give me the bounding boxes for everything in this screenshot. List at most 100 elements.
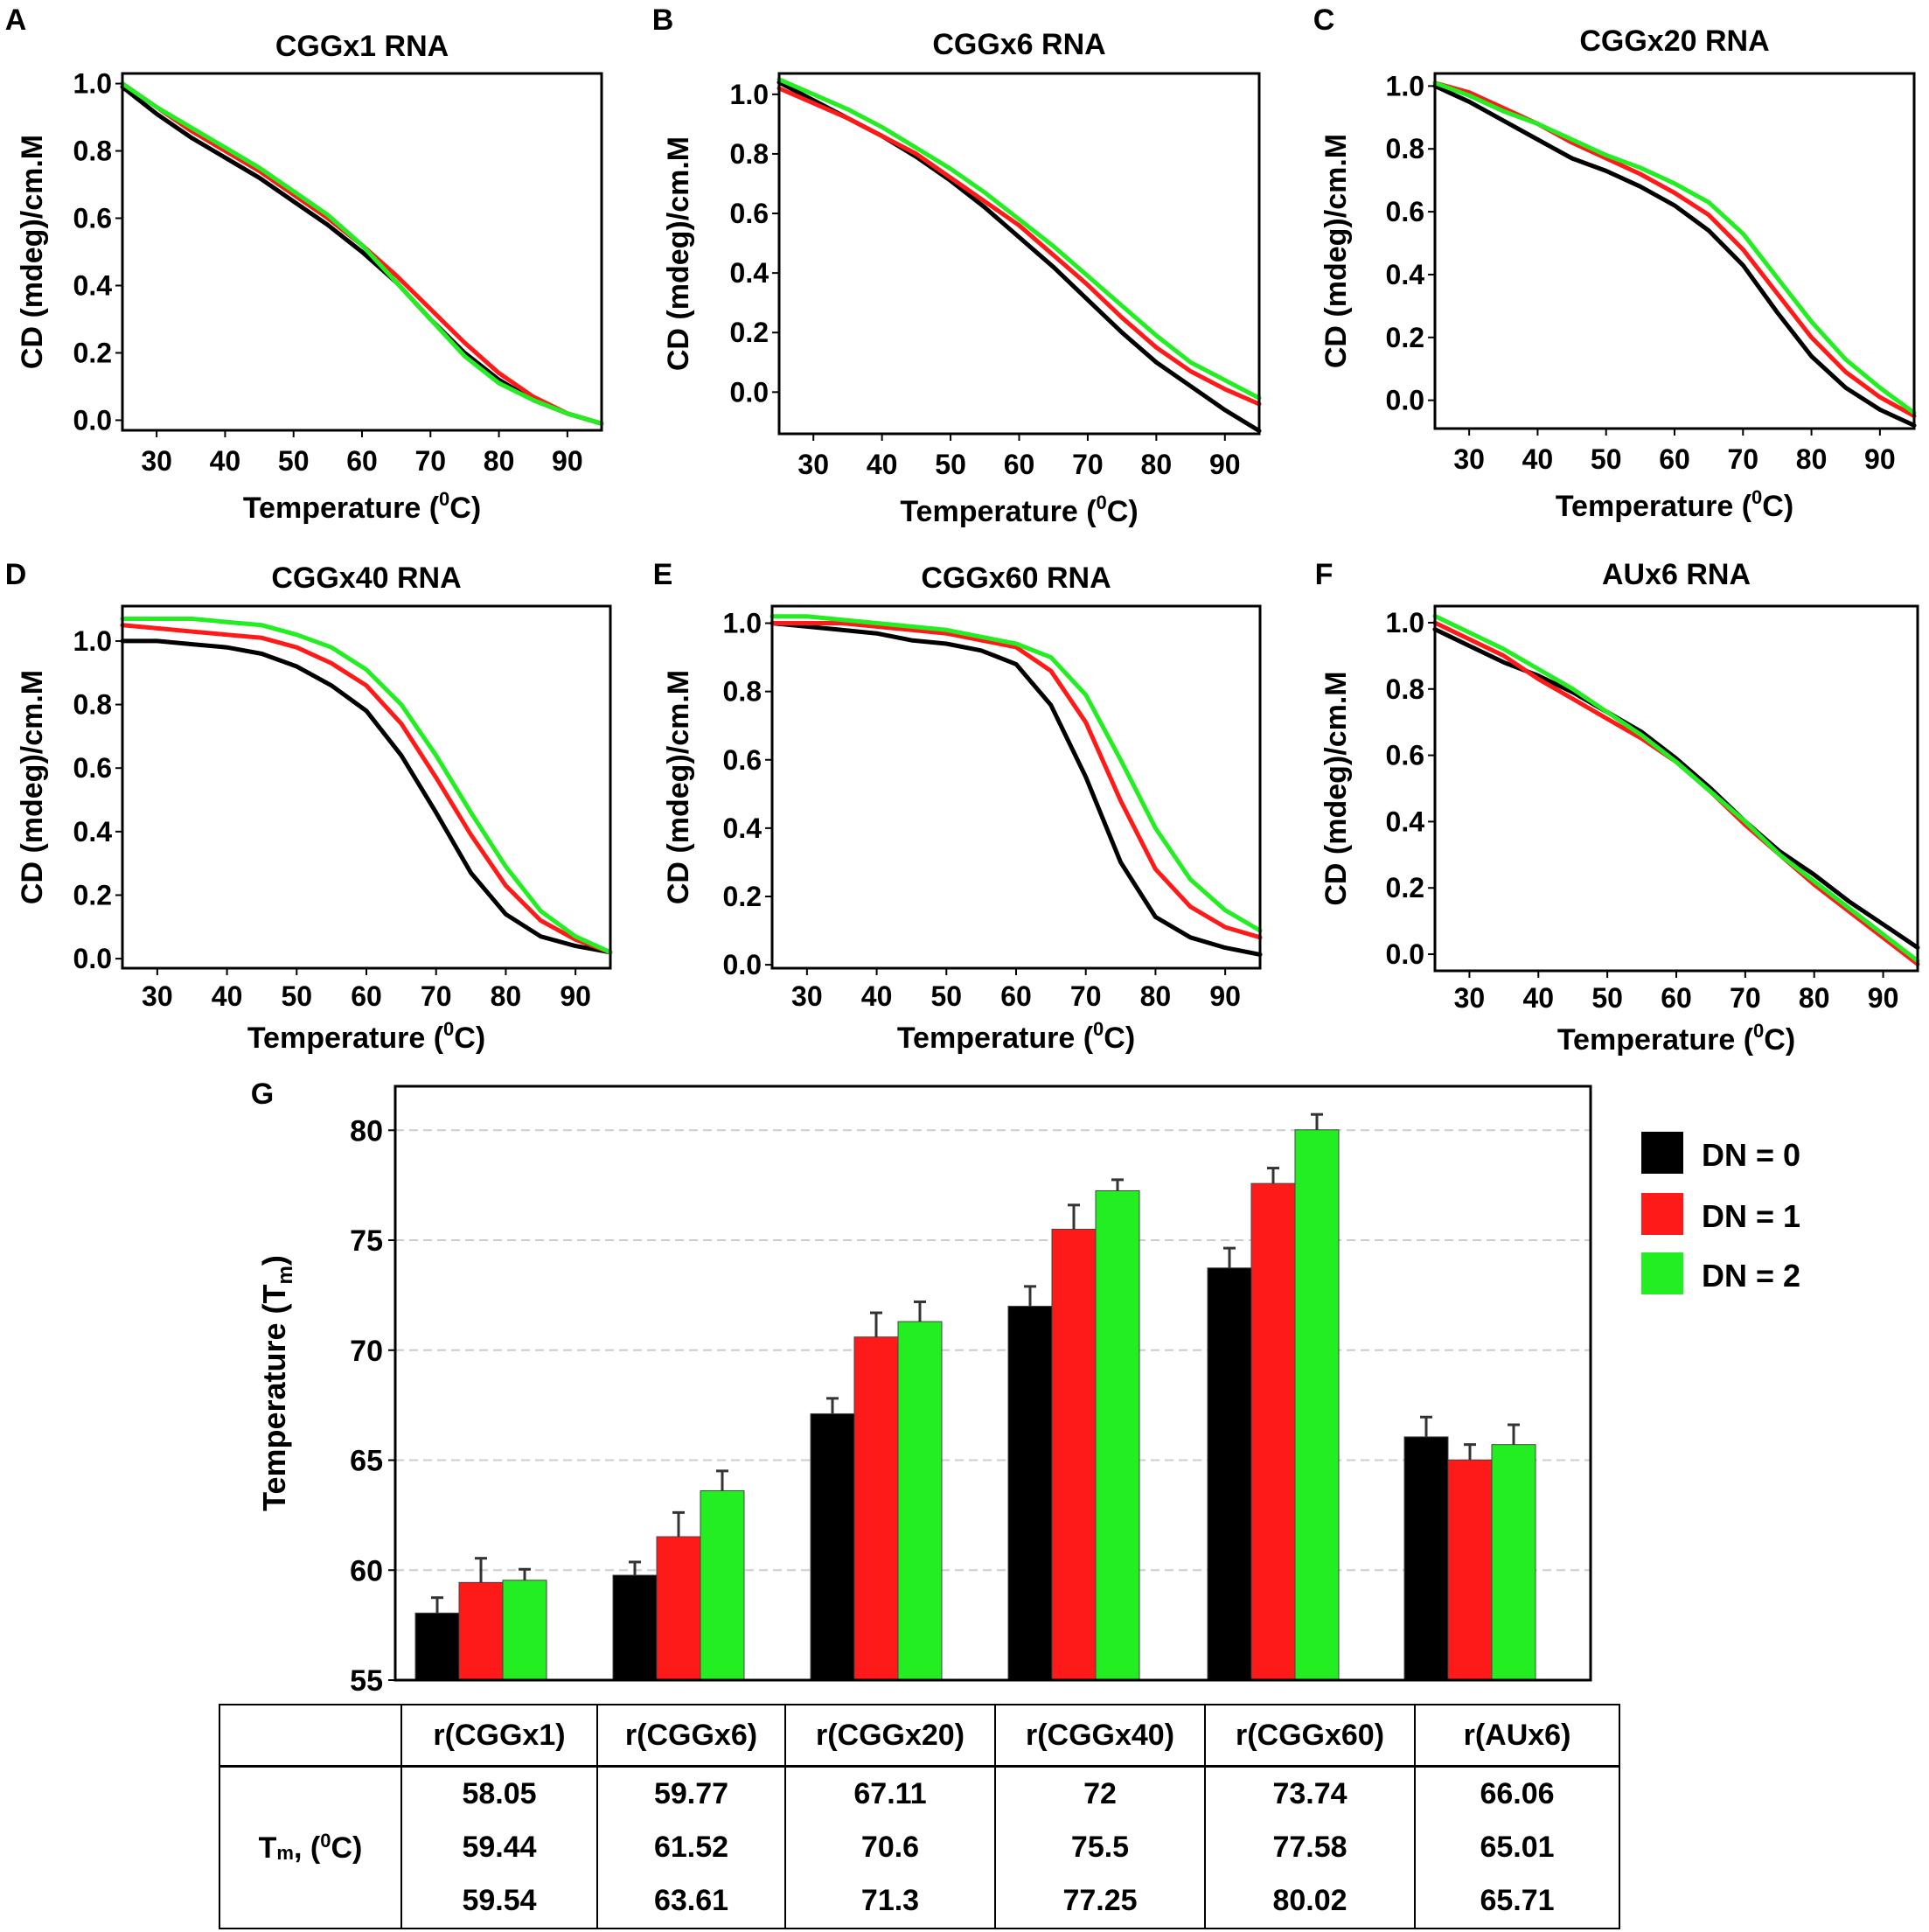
x-tick-label: 50 [930,980,962,1012]
bar [612,1574,658,1681]
x-axis-label-end: C) [454,1022,485,1055]
x-axis-label: Temperature (0C) [897,1018,1135,1055]
x-axis-label-text: Temperature ( [1557,1023,1754,1057]
bar [1207,1267,1252,1681]
y-tick-label: 0.0 [1386,938,1424,970]
x-tick-label: 40 [867,449,898,480]
x-tick-label: 30 [1454,982,1486,1014]
series-line [1432,83,1917,428]
y-tick-label: 75 [350,1224,383,1258]
tm-table-cell: 59.54 [400,1874,598,1929]
x-axis-label-end: C) [1764,1023,1795,1057]
y-tick-label: 0.0 [730,376,769,408]
tm-table-header: r(AUx6) [1414,1704,1620,1768]
y-tick-label: 1.0 [73,68,112,100]
x-tick-label: 70 [421,980,452,1012]
bar [1491,1444,1536,1681]
x-tick-label: 90 [1209,449,1241,480]
tm-table-row-dn1: 59.44 61.52 70.6 75.5 77.58 65.01 [219,1821,1620,1874]
plot-frame [1433,604,1919,973]
x-tick-label: 40 [210,445,241,477]
panel-label: D [5,558,27,591]
y-axis-label: CD (mdeg)/cm.M [16,135,49,369]
x-axis-label-text: Temperature ( [247,1022,444,1055]
x-axis-label-sup: 0 [443,1018,454,1040]
x-tick-label: 90 [552,445,583,477]
bar [1051,1228,1097,1681]
chart-title: CGGx40 RNA [271,561,461,595]
x-tick-label: 60 [351,980,382,1012]
x-tick-label: 50 [281,980,312,1012]
tm-table-cell: 58.05 [400,1765,598,1821]
legend-swatch [1641,1132,1683,1174]
bar [1007,1305,1053,1681]
tm-table-header: r(CGGx1) [400,1704,598,1768]
panel-label: A [5,3,27,37]
y-tick-label: 0.2 [723,881,762,912]
y-tick-label: 0.6 [73,203,112,234]
y-tick-label: 60 [350,1554,383,1587]
series-line [1432,80,1917,419]
y-tick-label: 0.2 [1386,322,1424,353]
series-line [120,638,613,955]
y-tick-label: 0.6 [730,198,769,229]
tm-label-base: T [258,1831,277,1865]
chart-title: CGGx1 RNA [275,30,449,63]
x-tick-label: 60 [1659,443,1690,475]
legend-swatch [1641,1193,1683,1235]
plot-frame [777,72,1261,436]
x-tick-label: 70 [1072,449,1104,480]
x-tick-label: 30 [142,980,173,1012]
tm-table-cell: 66.06 [1414,1765,1620,1821]
tm-table-row-dn0: Tm, (0C) 58.05 59.77 67.11 72 73.74 66.0… [219,1765,1620,1929]
y-tick-label: 0.4 [73,269,113,301]
y-tick-label: 55 [350,1664,383,1698]
y-tick-label: 0.0 [1386,385,1424,416]
x-axis-label-sup: 0 [1097,492,1107,513]
panel-label: B [652,3,674,37]
series-line [120,81,604,426]
y-tick-label: 0.8 [73,689,112,721]
chart-title: CGGx20 RNA [1579,24,1769,58]
series-line [770,621,1263,957]
legend-label: DN = 0 [1702,1137,1800,1173]
tm-table-header: r(CGGx6) [596,1704,786,1768]
y-tick-label: 0.6 [73,752,112,784]
series-line [1432,627,1920,950]
bar [656,1536,701,1681]
plot-frame [393,1085,1592,1682]
x-tick-label: 40 [861,980,893,1012]
tm-label-mid: , ( [293,1831,321,1865]
x-axis-label-end: C) [1104,1022,1135,1055]
tm-table-cell: 75.5 [994,1821,1206,1874]
y-tick-label: 80 [350,1114,383,1147]
tm-table-cell: 65.71 [1414,1874,1620,1929]
x-tick-label: 40 [1522,982,1554,1014]
x-tick-label: 80 [484,445,515,477]
y-tick-label: 0.4 [73,816,113,847]
x-tick-label: 80 [491,980,522,1012]
y-tick-label: 1.0 [73,625,112,657]
series-line [120,84,604,426]
tm-table-row-dn2: 59.54 63.61 71.3 77.25 80.02 65.71 [219,1874,1620,1929]
tm-table-header: r(CGGx60) [1204,1704,1416,1768]
y-tick-label: 0.2 [73,879,112,910]
y-tick-label: 1.0 [1386,70,1424,101]
series-line [770,621,1263,940]
plot-frame [121,604,612,970]
y-tick-label: 1.0 [723,608,762,639]
series-line [776,80,1262,434]
tm-label-sup: 0 [320,1830,331,1852]
x-axis-label-end: C) [449,492,481,525]
y-tick-label: 0.8 [1386,133,1424,164]
bar [1095,1189,1140,1681]
y-axis-label: CD (mdeg)/cm.M [16,670,49,904]
tm-table-cell: 72 [994,1765,1206,1821]
x-axis-label-text: Temperature ( [900,495,1097,528]
tm-table-header: r(CGGx40) [994,1704,1206,1768]
chart-title: CGGx60 RNA [921,561,1111,595]
x-tick-label: 50 [935,449,966,480]
x-tick-label: 50 [1591,443,1622,475]
y-tick-label: 0.8 [723,676,762,708]
